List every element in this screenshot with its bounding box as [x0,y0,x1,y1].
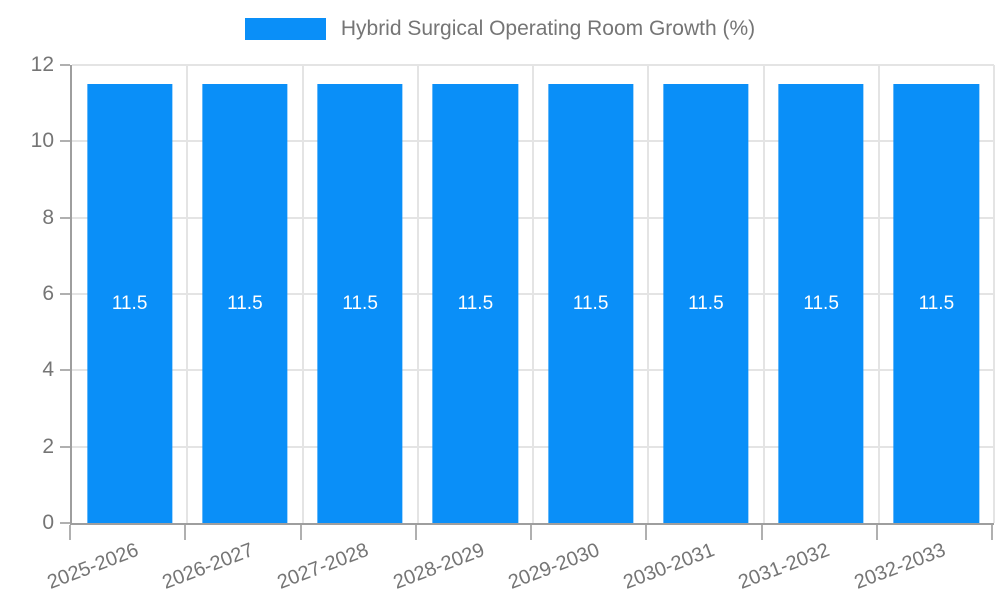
bar: 11.5 [86,84,173,523]
y-tick-label: 2 [42,434,54,458]
bar-value-label: 11.5 [457,292,494,314]
grid-line-vertical [532,65,534,523]
bar: 11.5 [432,84,519,523]
x-tick-label: 2031-2032 [735,539,834,594]
x-tick-mark [530,525,532,540]
x-tick-mark [875,525,878,540]
x-tick-label: 2025-2026 [44,539,142,594]
x-tick-mark [991,525,993,540]
grid-line-vertical [301,65,304,523]
bar-value-label: 11.5 [803,292,839,314]
y-tick-label: 0 [42,511,54,534]
bar-value-label: 11.5 [227,292,263,314]
x-axis: 2025-2026 2026-2027 2027-2028 2028-2029 2029… [44,525,993,600]
bars-layer: 11.5 11.5 11.5 11.5 11.5 11.5 11.5 11.5 [72,65,994,523]
bar-value-label: 11.5 [111,292,148,314]
grid-line-vertical [762,65,765,523]
bar: 11.5 [778,84,864,523]
y-tick-label: 8 [42,205,54,229]
y-tick-mark [60,293,70,295]
bar-value-label: 11.5 [688,292,724,314]
y-tick-mark [60,369,70,372]
x-tick-label: 2028-2029 [390,539,488,594]
x-tick-label: 2032-2033 [851,539,949,594]
grid-line-vertical [877,65,880,523]
x-tick-mark [69,525,71,540]
y-tick-label: 4 [42,358,54,382]
x-tick-mark [645,525,648,540]
grid-line-vertical [993,65,995,523]
grid-layer [72,64,995,523]
y-tick-label: 12 [30,53,54,76]
grid-line-vertical [647,65,650,523]
x-tick-label: 2030-2031 [620,539,718,594]
x-tick-label: 2027-2028 [274,539,373,594]
y-tick-label: 10 [30,129,54,153]
bar: 11.5 [663,84,749,523]
y-axis: 0 2 4 6 8 10 12 [0,53,70,534]
legend-label: Hybrid Surgical Operating Room Growth (%… [340,17,756,40]
x-tick-mark [184,525,187,540]
grid-line-vertical [186,65,189,523]
x-tick-mark [414,525,417,540]
legend-swatch [244,18,326,40]
y-tick-mark [60,64,70,66]
y-tick-label: 6 [42,282,54,305]
y-tick-mark [60,140,70,143]
bar-value-label: 11.5 [918,292,955,314]
grid-line-vertical [416,65,419,523]
y-tick-mark [60,445,70,448]
x-tick-label: 2029-2030 [505,539,603,594]
bar-value-label: 11.5 [572,292,609,314]
bar-value-label: 11.5 [342,292,378,314]
x-tick-mark [760,525,763,540]
chart-legend[interactable]: Hybrid Surgical Operating Room Growth (%… [0,17,1000,41]
plot-area: 11.5 11.5 11.5 11.5 11.5 11.5 11.5 11.5 [70,64,995,525]
bar: 11.5 [317,84,403,523]
x-tick-mark [299,525,302,540]
bar: 11.5 [547,84,634,523]
bar: 11.5 [202,84,288,523]
x-tick-label: 2026-2027 [159,539,257,594]
y-tick-mark [60,522,70,524]
y-tick-mark [60,216,70,219]
bar: 11.5 [893,84,980,523]
